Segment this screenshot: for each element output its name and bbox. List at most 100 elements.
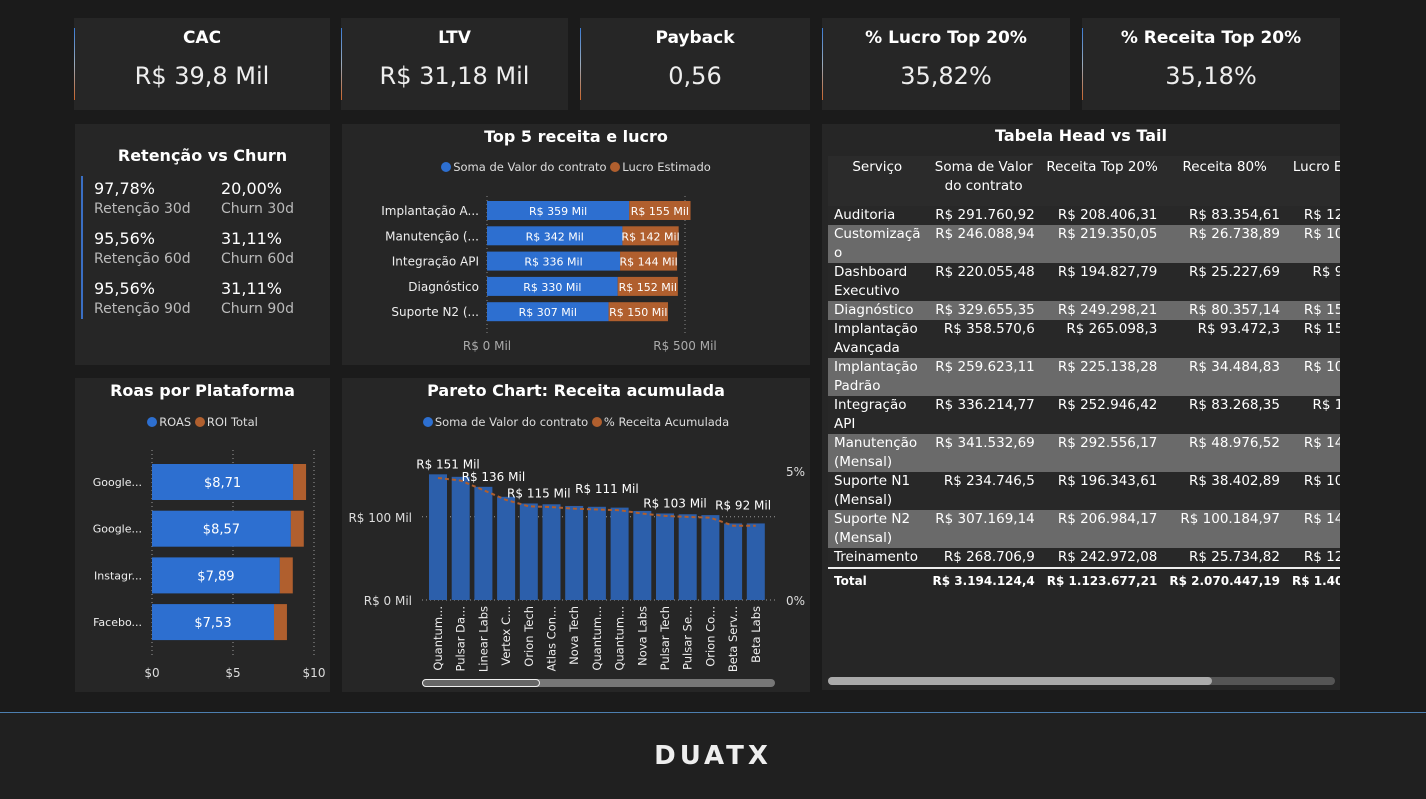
pareto-bar <box>451 476 470 600</box>
data-label: $8,57 <box>203 523 240 538</box>
table-cell: R$ 220.055,48 <box>926 263 1041 301</box>
bar-receita <box>487 276 618 296</box>
table-row[interactable]: Customizaçã o R$ 246.088,94 R$ 219.350,05 R… <box>828 225 1340 263</box>
legend-dot-icon <box>610 162 621 172</box>
table-cell: R$ 10 <box>1285 358 1340 396</box>
category-label: Orion Co... <box>703 606 717 667</box>
table-cell: R$ 206.984,17 <box>1040 510 1164 548</box>
head-tail-table-panel: Tabela Head vs Tail Serviço Soma de Valor… <box>822 124 1340 690</box>
table-cell: R$ 358.570,6 <box>926 320 1041 358</box>
category-label: Instagr... <box>94 569 142 582</box>
table-row[interactable]: Diagnóstico R$ 329.655,35 R$ 249.298,21 R$ … <box>828 301 1340 320</box>
legend-item[interactable]: Soma de Valor do contrato <box>434 415 589 429</box>
table-cell: R$ 83.268,35 <box>1163 396 1286 434</box>
pareto-bar <box>656 513 674 600</box>
table-row[interactable]: Integração API R$ 336.214,77 R$ 252.946,42… <box>828 396 1340 434</box>
bar-roas <box>152 510 291 547</box>
chart-legend: ROAS ROI Total <box>75 415 330 429</box>
data-label: R$ 336 Mil <box>524 256 582 269</box>
data-label: R$ 111 Mil <box>575 482 639 496</box>
column-header[interactable]: Lucro E <box>1285 156 1340 206</box>
total-cell: R$ 2.070.447,19 <box>1163 567 1286 591</box>
table-row[interactable]: Dashboard Executivo R$ 220.055,48 R$ 194.8… <box>828 263 1340 301</box>
kpi-card-receita-top20: % Receita Top 20% 35,18% <box>1082 18 1340 110</box>
category-label: Beta Serv... <box>726 606 740 672</box>
table-row[interactable]: Suporte N1 (Mensal) R$ 234.746,5 R$ 196.34… <box>828 472 1340 510</box>
column-header[interactable]: Receita 80% <box>1163 156 1286 206</box>
table-cell: R$ 93.472,3 <box>1163 320 1286 358</box>
data-label: R$ 152 Mil <box>619 281 677 294</box>
duatx-logo: DUATX <box>654 741 772 771</box>
table-row[interactable]: Treinamento R$ 268.706,9 R$ 242.972,08 R$ 2… <box>828 548 1340 568</box>
churn-30-label: Churn 30d <box>221 201 295 217</box>
scrollbar-thumb[interactable] <box>422 679 540 687</box>
table-cell: R$ 25.734,82 <box>1163 548 1286 568</box>
table-cell: Customizaçã o <box>828 225 927 263</box>
table-cell: Implantação Avançada <box>828 320 927 358</box>
pareto-bar <box>746 523 765 600</box>
legend-item[interactable]: ROI Total <box>206 415 258 429</box>
table-cell: R$ 15 <box>1285 301 1340 320</box>
top5-chart: Implantação A... R$ 359 Mil R$ 155 Mil Manu… <box>381 196 717 353</box>
category-label: Nova Tech <box>567 606 581 665</box>
pareto-bar <box>701 515 720 600</box>
kpi-value: R$ 31,18 Mil <box>379 62 530 90</box>
table-row[interactable]: Suporte N2 (Mensal) R$ 307.169,14 R$ 206.9… <box>828 510 1340 548</box>
kpi-title: LTV <box>438 28 471 48</box>
pareto-bar <box>497 496 516 600</box>
legend-item[interactable]: Lucro Estimado <box>622 160 711 174</box>
bar-roas <box>152 557 280 594</box>
churn-30-value: 20,00% <box>221 179 283 198</box>
bar-receita <box>487 302 609 322</box>
table-cell: R$ 48.976,52 <box>1163 434 1286 472</box>
axis-tick: R$ 500 Mil <box>653 339 717 353</box>
column-header[interactable]: Soma de Valor do contrato <box>926 156 1041 206</box>
legend-dot-icon <box>441 162 452 172</box>
horizontal-scrollbar[interactable] <box>422 679 775 687</box>
table-cell: Integração API <box>828 396 927 434</box>
category-label: Atlas Con... <box>545 606 559 671</box>
table-row[interactable]: Implantação Padrão R$ 259.623,11 R$ 225.13… <box>828 358 1340 396</box>
footer: DUATX <box>0 712 1426 799</box>
kpi-title: CAC <box>182 28 222 48</box>
cumulative-line <box>437 476 756 527</box>
chart-title: Top 5 receita e lucro <box>484 127 668 146</box>
chart-title: Pareto Chart: Receita acumulada <box>427 381 725 400</box>
category-label: Google... <box>93 523 142 536</box>
pareto-bar <box>429 474 447 600</box>
table-cell: R$ 246.088,94 <box>926 225 1041 263</box>
data-label: R$ 155 Mil <box>631 205 689 218</box>
column-header[interactable]: Serviço <box>828 156 927 206</box>
table-cell: R$ 10 <box>1285 225 1340 263</box>
accent-bar <box>74 28 75 100</box>
data-label: R$ 330 Mil <box>523 281 581 294</box>
retention-accent <box>81 176 83 319</box>
table-row[interactable]: Auditoria R$ 291.760,92 R$ 208.406,31 R$ 83… <box>828 206 1340 225</box>
table-cell: R$ 242.972,08 <box>1040 548 1164 568</box>
category-label: Beta Labs <box>749 606 763 663</box>
table-row[interactable]: Manutenção (Mensal) R$ 341.532,69 R$ 292.5… <box>828 434 1340 472</box>
pareto-bar <box>542 504 561 600</box>
table-cell: Suporte N1 (Mensal) <box>828 472 927 510</box>
axis-tick: 0% <box>786 594 805 608</box>
legend-item[interactable]: % Receita Acumulada <box>603 415 730 429</box>
accent-bar <box>341 28 342 100</box>
category-label: Diagnóstico <box>408 280 479 294</box>
legend-item[interactable]: ROAS <box>159 415 192 429</box>
table-cell: Auditoria <box>828 206 927 225</box>
legend-item[interactable]: Soma de Valor do contrato <box>453 160 607 174</box>
chart-legend: Soma de Valor do contrato % Receita Acum… <box>342 415 810 429</box>
column-header[interactable]: Receita Top 20% <box>1040 156 1164 206</box>
kpi-value: 35,18% <box>1165 62 1257 90</box>
scrollbar-thumb[interactable] <box>828 677 1212 685</box>
bar-roi <box>279 557 293 594</box>
table-cell: Manutenção (Mensal) <box>828 434 927 472</box>
retention-90-label: Retenção 90d <box>94 301 191 317</box>
table-cell: R$ 25.227,69 <box>1163 263 1286 301</box>
table-row[interactable]: Implantação Avançada R$ 358.570,6 R$ 265.0… <box>828 320 1340 358</box>
table-cell: Dashboard Executivo <box>828 263 927 301</box>
pareto-bar <box>724 523 743 600</box>
category-label: Pulsar Tech <box>658 606 672 670</box>
chart-legend: Soma de Valor do contrato Lucro Estimado <box>342 160 810 174</box>
total-cell: R$ 1.123.677,21 <box>1040 567 1164 591</box>
